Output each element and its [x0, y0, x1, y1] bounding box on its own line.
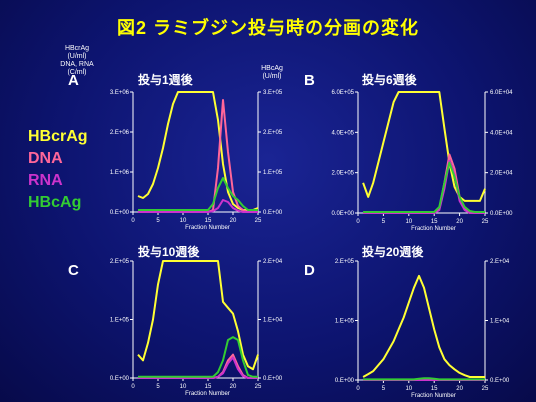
- right-tick-label: 2.E+05: [263, 130, 283, 136]
- series-line-hbcrag: [362, 91, 486, 202]
- x-tick-label: 5: [156, 218, 160, 224]
- x-tick-label: 10: [405, 386, 412, 392]
- right-tick-label: 1.E+04: [263, 318, 283, 324]
- left-tick-label: 1.E+06: [110, 170, 130, 176]
- series-line-hbcrag: [137, 260, 259, 371]
- x-tick-label: 5: [382, 386, 386, 392]
- right-tick-label: 1.E+04: [490, 319, 510, 325]
- panel-letter: A: [68, 72, 79, 89]
- x-axis-title: Fraction Number: [185, 391, 230, 397]
- right-tick-label: 2.0E+04: [490, 171, 513, 177]
- left-tick-label: 6.0E+05: [331, 90, 354, 96]
- panel-letter: D: [304, 262, 315, 279]
- panel-title: 投与10週後: [138, 244, 200, 259]
- series-line-rna: [363, 159, 485, 214]
- series-line-hbcrag: [137, 91, 259, 211]
- x-tick-label: 0: [356, 386, 360, 392]
- slide-title: 図2 ラミブジン投与時の分画の変化: [116, 18, 419, 38]
- left-tick-label: 2.E+05: [335, 259, 355, 265]
- right-tick-label: 2.E+04: [263, 259, 283, 265]
- series-line-hbcag: [363, 161, 485, 213]
- left-tick-label: 0.E+00: [110, 210, 130, 216]
- right-tick-label: 1.E+05: [263, 170, 283, 176]
- left-tick-label: 0.E+00: [335, 378, 355, 384]
- left-axis-label: HBcrAg: [65, 45, 89, 52]
- x-tick-label: 20: [456, 386, 463, 392]
- right-axis-label: HBcAg: [261, 65, 283, 72]
- left-tick-label: 2.E+05: [110, 259, 130, 265]
- left-axis-label: (C/ml): [67, 69, 86, 76]
- right-axis-label: (U/ml): [262, 73, 281, 80]
- x-tick-label: 20: [456, 219, 463, 225]
- x-tick-label: 0: [131, 218, 135, 224]
- series-line-rna: [138, 356, 258, 379]
- series-line-hbcag: [363, 377, 485, 381]
- x-tick-label: 20: [230, 384, 237, 390]
- panel-title: 投与20週後: [362, 244, 424, 259]
- series-line-hbcrag: [362, 274, 485, 378]
- series-line-dna: [138, 99, 258, 213]
- x-axis-title: Fraction Number: [411, 393, 456, 399]
- x-tick-label: 0: [131, 384, 135, 390]
- panel-letter: C: [68, 262, 79, 279]
- series-line-dna: [363, 153, 485, 214]
- x-axis-title: Fraction Number: [185, 225, 230, 231]
- x-tick-label: 5: [382, 219, 386, 225]
- right-tick-label: 4.0E+04: [490, 130, 513, 136]
- x-tick-label: 15: [431, 386, 438, 392]
- x-tick-label: 20: [230, 218, 237, 224]
- x-tick-label: 10: [405, 219, 412, 225]
- left-tick-label: 4.0E+05: [331, 130, 354, 136]
- panel-letter: B: [304, 72, 315, 89]
- left-tick-label: 2.0E+05: [331, 171, 354, 177]
- x-tick-label: 25: [255, 218, 262, 224]
- legend-dna: DNA: [28, 150, 63, 167]
- x-axis-title: Fraction Number: [411, 226, 456, 232]
- left-tick-label: 3.E+06: [110, 90, 130, 96]
- series-line-rna: [138, 199, 258, 213]
- series-line-dna: [138, 353, 258, 379]
- left-tick-label: 1.E+05: [335, 319, 355, 325]
- series-line-hbcag: [138, 336, 258, 378]
- right-tick-label: 0.0E+00: [490, 211, 513, 217]
- left-tick-label: 0.E+00: [110, 376, 130, 382]
- legend-rna: RNA: [28, 172, 63, 189]
- left-axis-label: (U/ml): [67, 53, 86, 60]
- right-tick-label: 6.0E+04: [490, 90, 513, 96]
- left-tick-label: 0.0E+00: [331, 211, 354, 217]
- series-line-hbcag: [138, 177, 258, 211]
- x-tick-label: 10: [180, 384, 187, 390]
- x-tick-label: 10: [180, 218, 187, 224]
- legend-hbcag: HBcAg: [28, 194, 82, 211]
- x-tick-label: 15: [205, 384, 212, 390]
- x-tick-label: 15: [431, 219, 438, 225]
- right-tick-label: 0.E+00: [490, 378, 510, 384]
- x-tick-label: 15: [205, 218, 212, 224]
- x-tick-label: 25: [255, 384, 262, 390]
- left-axis-label: DNA, RNA: [60, 61, 94, 68]
- right-tick-label: 2.E+04: [490, 259, 510, 265]
- right-tick-label: 0.E+00: [263, 376, 283, 382]
- right-tick-label: 0.E+00: [263, 210, 283, 216]
- left-tick-label: 1.E+05: [110, 318, 130, 324]
- x-tick-label: 25: [482, 386, 489, 392]
- panel-title: 投与1週後: [138, 72, 194, 87]
- left-tick-label: 2.E+06: [110, 130, 130, 136]
- x-tick-label: 25: [482, 219, 489, 225]
- panel-title: 投与6週後: [362, 72, 418, 87]
- x-tick-label: 0: [356, 219, 360, 225]
- x-tick-label: 5: [156, 384, 160, 390]
- legend-hbcrag: HBcrAg: [28, 128, 88, 145]
- right-tick-label: 3.E+05: [263, 90, 283, 96]
